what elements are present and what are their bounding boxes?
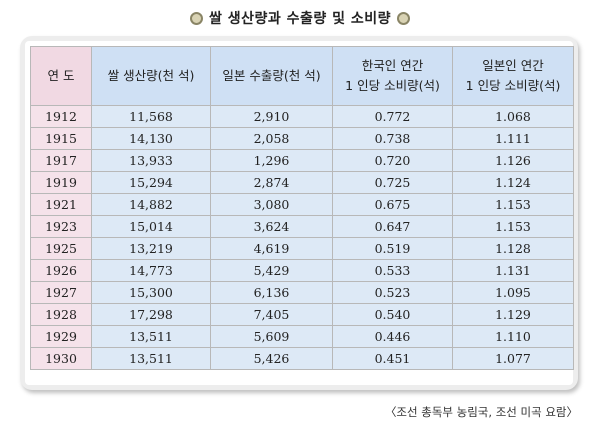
cell-year: 1915 <box>30 127 92 150</box>
table-title-text: 쌀 생산량과 수출량 및 소비량 <box>208 11 392 27</box>
cell-production: 14,130 <box>91 127 211 150</box>
cell-production: 13,933 <box>91 149 211 172</box>
cell-korea-consumption: 0.647 <box>332 215 453 238</box>
cell-japan-consumption: 1.153 <box>452 193 574 216</box>
table-row: 1928 17,298 7,405 0.540 1.129 <box>30 303 574 326</box>
cell-korea-consumption: 0.519 <box>332 237 453 260</box>
cell-export: 5,609 <box>210 325 333 348</box>
header-japan-consumption: 일본인 연간 1 인당 소비량(석) <box>452 46 574 106</box>
cell-japan-consumption: 1.077 <box>452 347 574 370</box>
cell-year: 1917 <box>30 149 92 172</box>
cell-export: 2,910 <box>210 105 333 128</box>
cell-year: 1921 <box>30 193 92 216</box>
cell-year: 1930 <box>30 347 92 370</box>
cell-production: 13,219 <box>91 237 211 260</box>
header-japan-consumption-line2: 1 인당 소비량(석) <box>465 78 561 93</box>
table-row: 1926 14,773 5,429 0.533 1.131 <box>30 259 574 282</box>
table-row: 1917 13,933 1,296 0.720 1.126 <box>30 149 574 172</box>
cell-export: 4,619 <box>210 237 333 260</box>
header-korea-consumption-line2: 1 인당 소비량(석) <box>345 78 440 93</box>
cell-korea-consumption: 0.540 <box>332 303 453 326</box>
table-row: 1927 15,300 6,136 0.523 1.095 <box>30 281 574 304</box>
circle-bullet-icon <box>189 11 203 25</box>
cell-year: 1925 <box>30 237 92 260</box>
cell-production: 14,773 <box>91 259 211 282</box>
cell-korea-consumption: 0.725 <box>332 171 453 194</box>
cell-export: 2,058 <box>210 127 333 150</box>
table-row: 1923 15,014 3,624 0.647 1.153 <box>30 215 574 238</box>
cell-korea-consumption: 0.720 <box>332 149 453 172</box>
source-caption: 〈조선 총독부 농림국, 조선 미곡 요람〉 <box>384 405 578 419</box>
table-row: 1919 15,294 2,874 0.725 1.124 <box>30 171 574 194</box>
cell-production: 15,294 <box>91 171 211 194</box>
cell-korea-consumption: 0.772 <box>332 105 453 128</box>
cell-korea-consumption: 0.533 <box>332 259 453 282</box>
cell-japan-consumption: 1.124 <box>452 171 574 194</box>
table-row: 1915 14,130 2,058 0.738 1.111 <box>30 127 574 150</box>
cell-year: 1912 <box>30 105 92 128</box>
table-row: 1925 13,219 4,619 0.519 1.128 <box>30 237 574 260</box>
cell-year: 1929 <box>30 325 92 348</box>
cell-export: 3,080 <box>210 193 333 216</box>
table-row: 1929 13,511 5,609 0.446 1.110 <box>30 325 574 348</box>
table-row: 1921 14,882 3,080 0.675 1.153 <box>30 193 574 216</box>
cell-japan-consumption: 1.129 <box>452 303 574 326</box>
header-row: 연 도 쌀 생산량(천 석) 일본 수출량(천 석) 한국인 연간 1 인당 소… <box>30 46 574 106</box>
cell-production: 17,298 <box>91 303 211 326</box>
cell-production: 13,511 <box>91 325 211 348</box>
header-export: 일본 수출량(천 석) <box>210 46 333 106</box>
cell-japan-consumption: 1.128 <box>452 237 574 260</box>
cell-japan-consumption: 1.068 <box>452 105 574 128</box>
cell-export: 3,624 <box>210 215 333 238</box>
cell-year: 1926 <box>30 259 92 282</box>
cell-export: 5,426 <box>210 347 333 370</box>
cell-korea-consumption: 0.523 <box>332 281 453 304</box>
cell-export: 7,405 <box>210 303 333 326</box>
cell-japan-consumption: 1.111 <box>452 127 574 150</box>
cell-japan-consumption: 1.110 <box>452 325 574 348</box>
cell-production: 15,300 <box>91 281 211 304</box>
cell-year: 1919 <box>30 171 92 194</box>
cell-export: 2,874 <box>210 171 333 194</box>
cell-korea-consumption: 0.738 <box>332 127 453 150</box>
cell-export: 5,429 <box>210 259 333 282</box>
cell-japan-consumption: 1.126 <box>452 149 574 172</box>
circle-bullet-icon <box>397 11 411 25</box>
cell-production: 14,882 <box>91 193 211 216</box>
cell-year: 1923 <box>30 215 92 238</box>
cell-korea-consumption: 0.446 <box>332 325 453 348</box>
table-frame: 연 도 쌀 생산량(천 석) 일본 수출량(천 석) 한국인 연간 1 인당 소… <box>20 36 578 390</box>
header-year: 연 도 <box>30 46 92 106</box>
cell-korea-consumption: 0.675 <box>332 193 453 216</box>
cell-korea-consumption: 0.451 <box>332 347 453 370</box>
cell-japan-consumption: 1.095 <box>452 281 574 304</box>
header-japan-consumption-line1: 일본인 연간 <box>482 58 544 73</box>
cell-production: 13,511 <box>91 347 211 370</box>
header-korea-consumption-line1: 한국인 연간 <box>361 58 424 73</box>
table-frame-inner: 연 도 쌀 생산량(천 석) 일본 수출량(천 석) 한국인 연간 1 인당 소… <box>25 41 574 385</box>
cell-production: 15,014 <box>91 215 211 238</box>
cell-export: 1,296 <box>210 149 333 172</box>
table-title: 쌀 생산량과 수출량 및 소비량 <box>0 8 600 28</box>
cell-production: 11,568 <box>91 105 211 128</box>
header-korea-consumption: 한국인 연간 1 인당 소비량(석) <box>332 46 453 106</box>
table-row: 1930 13,511 5,426 0.451 1.077 <box>30 347 574 370</box>
cell-japan-consumption: 1.131 <box>452 259 574 282</box>
table-body: 1912 11,568 2,910 0.772 1.068 1915 14,130 2,058… <box>30 105 574 370</box>
cell-year: 1928 <box>30 303 92 326</box>
cell-export: 6,136 <box>210 281 333 304</box>
rice-statistics-table: 연 도 쌀 생산량(천 석) 일본 수출량(천 석) 한국인 연간 1 인당 소… <box>30 46 574 370</box>
header-production: 쌀 생산량(천 석) <box>91 46 211 106</box>
cell-japan-consumption: 1.153 <box>452 215 574 238</box>
table-row: 1912 11,568 2,910 0.772 1.068 <box>30 105 574 128</box>
cell-year: 1927 <box>30 281 92 304</box>
